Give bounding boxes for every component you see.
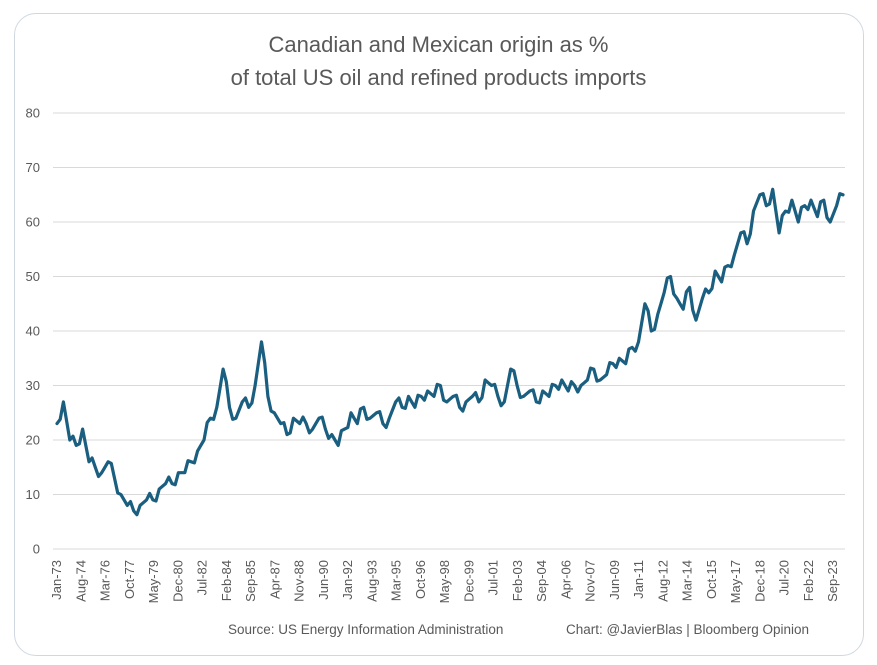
x-tick-label: Feb-84 (219, 560, 234, 601)
x-tick-label: May-17 (728, 560, 743, 603)
y-tick-label: 40 (26, 324, 40, 339)
x-tick-label: Sep-04 (534, 560, 549, 602)
chart-title-line-2: of total US oil and refined products imp… (230, 65, 647, 90)
y-tick-label: 80 (26, 106, 40, 121)
x-axis-tick-labels: Jan-73 Aug-74 Mar-76 Oct-77 May-79 Dec-80 Jul-… (49, 560, 840, 603)
x-tick-label: Jan-73 (49, 560, 64, 600)
x-tick-label: Nov-07 (583, 560, 598, 602)
chart-title: Canadian and Mexican origin as % of tota… (0, 28, 877, 94)
y-tick-label: 10 (26, 487, 40, 502)
x-tick-label: Apr-87 (267, 560, 282, 599)
x-tick-label: Feb-22 (801, 560, 816, 601)
y-tick-label: 0 (33, 542, 40, 557)
x-tick-label: Oct-77 (122, 560, 137, 599)
y-tick-label: 50 (26, 269, 40, 284)
x-tick-label: Jul-82 (195, 560, 210, 595)
chart-credit: Chart: @JavierBlas | Bloomberg Opinion (566, 622, 810, 637)
x-tick-label: Dec-80 (170, 560, 185, 602)
x-tick-label: Aug-12 (655, 560, 670, 602)
x-tick-label: Aug-93 (364, 560, 379, 602)
x-tick-label: Mar-14 (680, 560, 695, 601)
x-tick-label: Jul-01 (486, 560, 501, 595)
y-tick-label: 20 (26, 433, 40, 448)
x-tick-label: Sep-85 (243, 560, 258, 602)
source-note: Source: US Energy Information Administra… (228, 622, 504, 637)
x-tick-label: May-79 (146, 560, 161, 603)
y-tick-label: 60 (26, 215, 40, 230)
x-tick-label: Feb-03 (510, 560, 525, 601)
x-tick-label: Mar-95 (389, 560, 404, 601)
y-tick-label: 70 (26, 160, 40, 175)
x-tick-label: Jan-92 (340, 560, 355, 600)
x-tick-label: Jan-11 (631, 560, 646, 599)
series-line (55, 187, 845, 517)
x-tick-label: Apr-06 (558, 560, 573, 599)
x-tick-label: Dec-18 (752, 560, 767, 602)
x-tick-label: Aug-74 (73, 560, 88, 602)
x-tick-label: May-98 (437, 560, 452, 603)
x-tick-label: Jul-20 (777, 560, 792, 595)
x-tick-label: Jun-09 (607, 560, 622, 600)
x-tick-label: Oct-96 (413, 560, 428, 599)
chart-title-line-1: Canadian and Mexican origin as % (268, 32, 609, 57)
x-tick-label: Nov-88 (292, 560, 307, 602)
x-tick-label: Sep-23 (825, 560, 840, 602)
gridlines (53, 112, 845, 550)
x-tick-label: Oct-15 (704, 560, 719, 599)
x-tick-label: Jun-90 (316, 560, 331, 600)
y-tick-label: 30 (26, 378, 40, 393)
y-axis-tick-labels: 0 10 20 30 40 50 60 70 80 (26, 106, 40, 557)
x-tick-label: Dec-99 (461, 560, 476, 602)
x-tick-label: Mar-76 (98, 560, 113, 601)
